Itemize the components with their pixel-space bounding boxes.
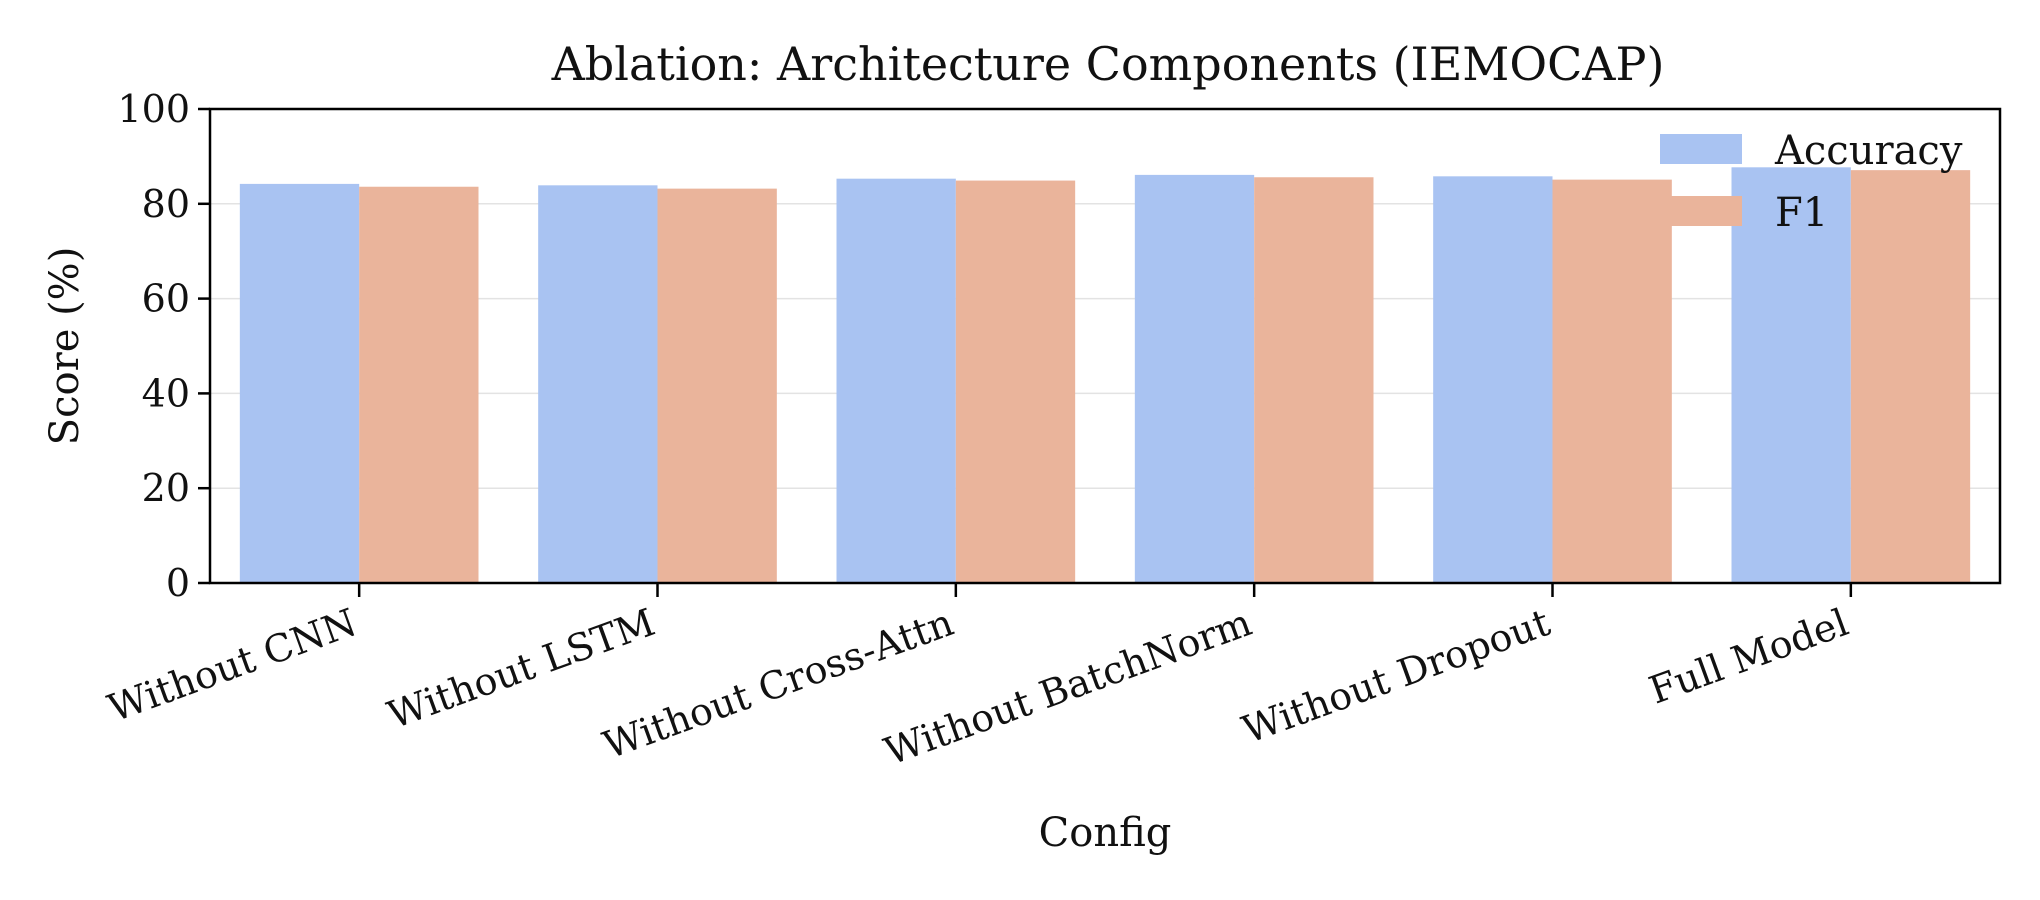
- bar-accuracy: [1731, 167, 1851, 583]
- bar-f1: [1254, 177, 1374, 584]
- x-tick-label: Without Dropout: [1237, 600, 1556, 752]
- bar-accuracy: [1433, 176, 1553, 584]
- legend-swatch-accuracy: [1660, 134, 1742, 164]
- bar-accuracy: [538, 185, 658, 583]
- chart-title: Ablation: Architecture Components (IEMOC…: [551, 37, 1665, 91]
- legend-swatch-f1: [1660, 196, 1742, 226]
- bar-f1: [359, 186, 479, 583]
- y-tick-label: 20: [142, 466, 190, 510]
- legend-label-accuracy: Accuracy: [1774, 128, 1963, 174]
- bar-f1: [657, 188, 777, 583]
- x-axis-label: Config: [1039, 810, 1172, 856]
- legend-label-f1: F1: [1775, 190, 1828, 236]
- y-tick-label: 40: [142, 371, 190, 415]
- y-tick-label: 0: [166, 561, 190, 605]
- bar-accuracy: [1134, 174, 1255, 584]
- bar-f1: [1850, 170, 1971, 583]
- bar-accuracy: [239, 183, 360, 583]
- x-tick-label: Full Model: [1643, 600, 1853, 712]
- plot-frame: [208, 107, 2002, 585]
- bar-accuracy: [836, 178, 956, 584]
- x-tick-label: Without CNN: [102, 600, 362, 730]
- y-tick-label: 80: [142, 182, 190, 226]
- legend: Accuracy F1: [1660, 128, 1963, 236]
- y-tick-label: 100: [117, 87, 190, 131]
- bars: [239, 167, 1971, 584]
- y-tick-label: 60: [142, 277, 190, 321]
- y-axis: 0 20 40 60 80 100: [117, 87, 210, 605]
- y-axis-label: Score (%): [42, 247, 88, 446]
- bar-f1: [955, 180, 1076, 583]
- x-tick-label: Without LSTM: [382, 600, 661, 737]
- bar-f1: [1552, 179, 1672, 583]
